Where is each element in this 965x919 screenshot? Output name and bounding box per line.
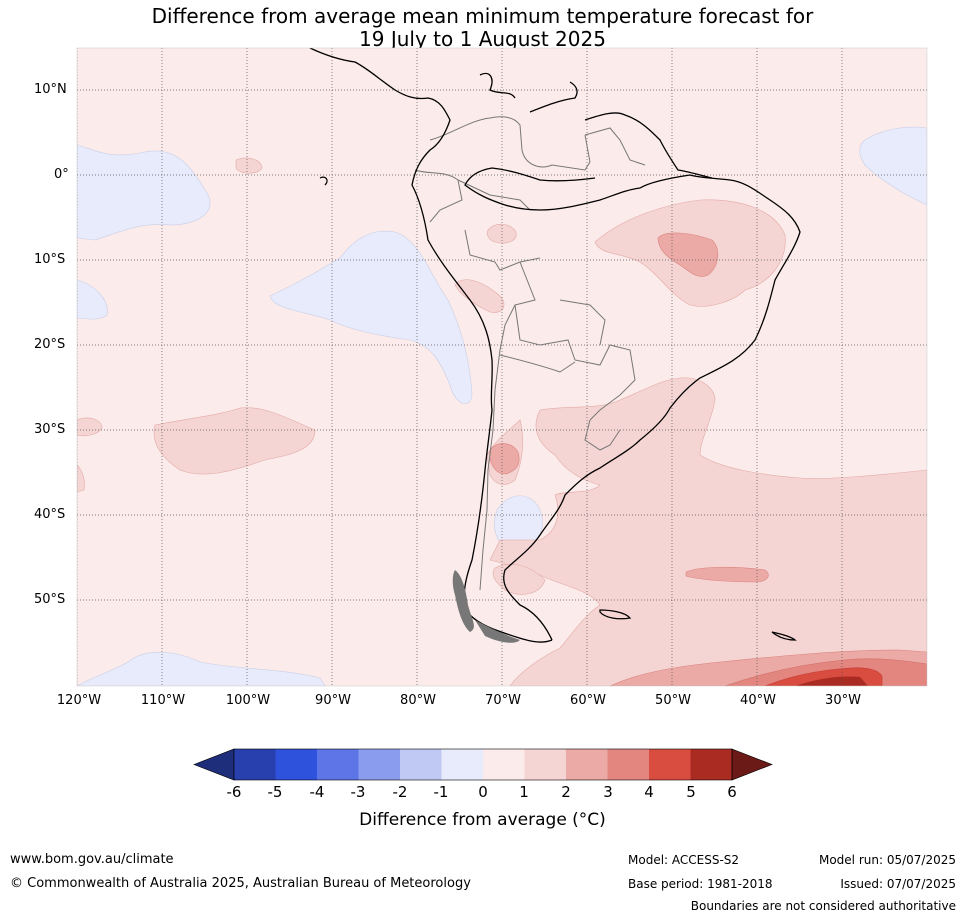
colorbar-tick: -6 bbox=[226, 783, 242, 801]
colorbar bbox=[193, 748, 773, 781]
colorbar-tick: -5 bbox=[267, 783, 283, 801]
lat-label-10s: 10°S bbox=[34, 252, 66, 267]
model-run-date: Model run: 05/07/2025 bbox=[818, 853, 956, 867]
colorbar-segment bbox=[317, 749, 359, 780]
colorbar-segment bbox=[400, 749, 442, 780]
chart-title-line2: 19 July to 1 August 2025 bbox=[359, 27, 606, 51]
warm-anomaly-5-6-areas bbox=[795, 676, 868, 686]
lon-label-90w: 90°W bbox=[315, 693, 351, 708]
colorbar-tick: -4 bbox=[309, 783, 325, 801]
chart-title-line1: Difference from average mean minimum tem… bbox=[151, 4, 814, 28]
base-period: Base period: 1981-2018 bbox=[628, 877, 773, 891]
colorbar-tick: -3 bbox=[350, 783, 366, 801]
colorbar-tick: 0 bbox=[478, 783, 488, 801]
lon-label-60w: 60°W bbox=[570, 693, 606, 708]
colorbar-tick: 5 bbox=[686, 783, 696, 801]
colorbar-segment bbox=[649, 749, 691, 780]
colorbar-segment bbox=[566, 749, 608, 780]
lat-label-20s: 20°S bbox=[34, 337, 66, 352]
model-name: Model: ACCESS-S2 bbox=[628, 853, 740, 867]
issued-date: Issued: 07/07/2025 bbox=[840, 877, 956, 891]
colorbar-segment bbox=[607, 749, 650, 780]
colorbar-tick: 4 bbox=[644, 783, 654, 801]
coastlines bbox=[309, 48, 801, 643]
colorbar-label: Difference from average (°C) bbox=[359, 810, 606, 830]
map-gridlines bbox=[77, 48, 927, 686]
copyright-text: © Commonwealth of Australia 2025, Austra… bbox=[10, 876, 471, 891]
lon-label-120w: 120°W bbox=[56, 693, 102, 708]
colorbar-segment bbox=[358, 749, 401, 780]
lat-label-10n: 10°N bbox=[34, 82, 67, 97]
colorbar-segment bbox=[690, 749, 733, 780]
colorbar-tick: 2 bbox=[561, 783, 571, 801]
lon-label-110w: 110°W bbox=[140, 693, 186, 708]
colorbar-tick: 1 bbox=[519, 783, 529, 801]
lat-label-0: 0° bbox=[54, 167, 69, 182]
colorbar-tick: 3 bbox=[603, 783, 613, 801]
colorbar-tick: -1 bbox=[433, 783, 449, 801]
colorbar-tick: 6 bbox=[727, 783, 737, 801]
warm-anomaly-1-2-areas bbox=[77, 157, 927, 686]
colorbar-segment bbox=[441, 749, 484, 780]
lat-label-50s: 50°S bbox=[34, 592, 66, 607]
website-link[interactable]: www.bom.gov.au/climate bbox=[10, 852, 174, 867]
boundaries-disclaimer: Boundaries are not considered authoritat… bbox=[690, 899, 956, 913]
cool-anomaly-areas bbox=[77, 126, 927, 686]
lon-label-50w: 50°W bbox=[655, 693, 691, 708]
colorbar-segment bbox=[234, 749, 276, 780]
colorbar-segment bbox=[483, 749, 525, 780]
lon-label-30w: 30°W bbox=[825, 693, 861, 708]
colorbar-segment bbox=[275, 749, 318, 780]
lat-label-40s: 40°S bbox=[34, 507, 66, 522]
lon-label-100w: 100°W bbox=[225, 693, 271, 708]
southern-islands bbox=[452, 570, 520, 643]
colorbar-outline bbox=[233, 748, 733, 781]
country-borders bbox=[414, 116, 646, 591]
lon-label-80w: 80°W bbox=[400, 693, 436, 708]
lon-label-70w: 70°W bbox=[485, 693, 521, 708]
colorbar-arrow-high bbox=[731, 748, 773, 781]
lon-label-40w: 40°W bbox=[740, 693, 776, 708]
colorbar-arrow-low bbox=[193, 748, 235, 781]
colorbar-tick: -2 bbox=[392, 783, 408, 801]
lat-label-30s: 30°S bbox=[34, 422, 66, 437]
colorbar-segment bbox=[524, 749, 567, 780]
